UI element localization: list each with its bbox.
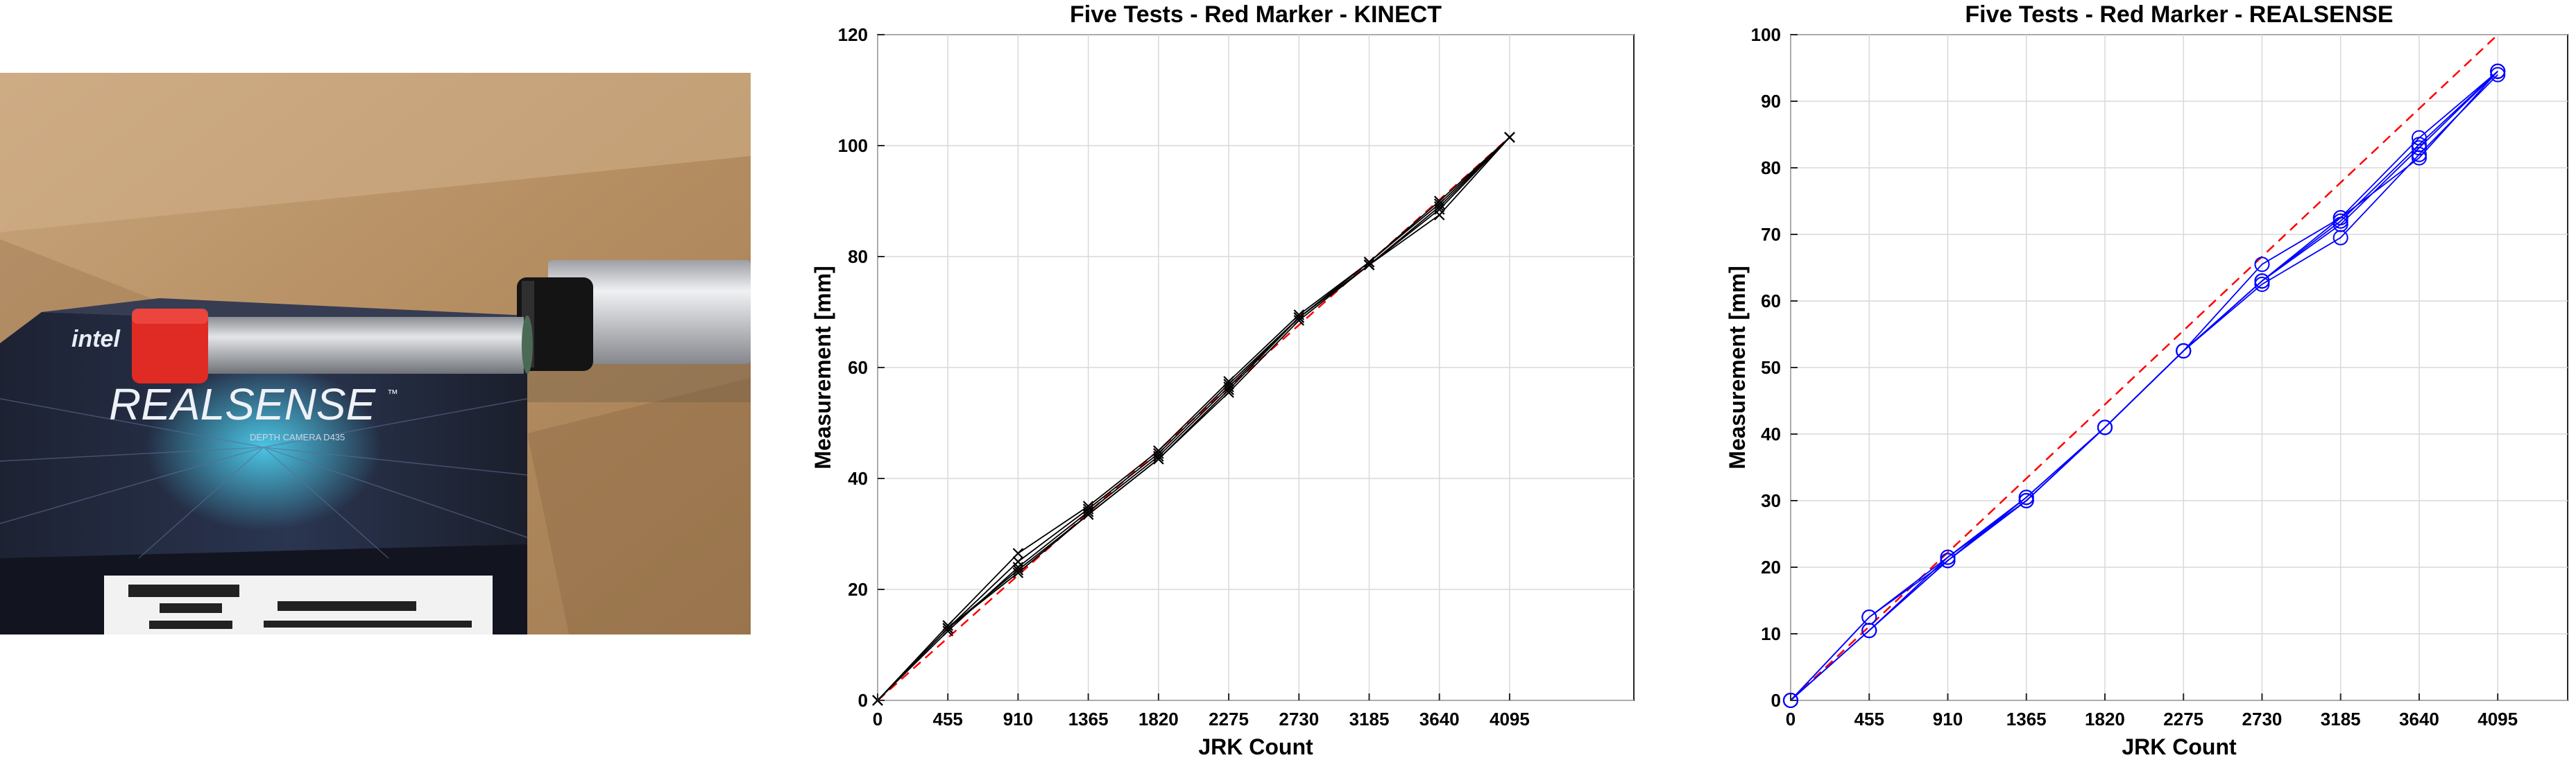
data-point — [2254, 257, 2270, 273]
y-axis-label: Measurement [mm] — [1725, 266, 1750, 469]
x-tick-label: 1820 — [2085, 709, 2125, 729]
data-point — [942, 623, 953, 634]
data-point — [2097, 420, 2113, 435]
data-point — [1504, 132, 1515, 143]
product-name: REALSENSE — [109, 379, 376, 429]
x-tick-label: 2730 — [2242, 709, 2283, 729]
x-tick-label: 4095 — [1490, 709, 1530, 729]
y-tick-label: 0 — [858, 690, 868, 711]
x-tick-label: 4095 — [2477, 709, 2518, 729]
x-tick-label: 2730 — [1279, 709, 1319, 729]
x-tick-label: 910 — [1933, 709, 1963, 729]
series-layer — [1783, 63, 2506, 708]
y-tick-label: 80 — [1761, 157, 1781, 178]
y-tick-label: 60 — [1761, 291, 1781, 311]
data-point — [1433, 209, 1445, 221]
x-tick-label: 3185 — [2321, 709, 2361, 729]
trademark-symbol: ™ — [387, 388, 398, 400]
data-point — [1012, 564, 1024, 576]
product-subtitle: DEPTH CAMERA D435 — [250, 432, 345, 442]
ticks: 0 455 910 1365 1820 2275 2730 3185 3640 4095 0 20 40… — [838, 24, 1530, 729]
data-point — [1940, 553, 1956, 569]
data-point — [1153, 454, 1164, 465]
data-point — [1012, 548, 1024, 559]
x-tick-label: 3185 — [1349, 709, 1390, 729]
y-tick-label: 30 — [1761, 490, 1781, 511]
grid — [1790, 34, 2568, 701]
data-point — [1433, 201, 1445, 212]
x-tick-label: 0 — [873, 709, 882, 729]
data-point — [1223, 384, 1234, 395]
data-point — [2254, 277, 2270, 292]
series-line — [1790, 71, 2498, 701]
x-axis-label: JRK Count — [2122, 734, 2237, 759]
x-tick-label: 455 — [933, 709, 963, 729]
data-point — [1940, 549, 1956, 565]
x-tick-label: 1820 — [1138, 709, 1179, 729]
data-point — [2018, 490, 2034, 506]
kinect-chart: 0 455 910 1365 1820 2275 2730 3185 3640 4095 0 20 40… — [810, 1, 1635, 759]
camera-photo: intel REALSENSE ™ DEPTH CAMERA D435 — [0, 73, 751, 634]
data-point — [2254, 273, 2270, 289]
x-tick-label: 2275 — [1209, 709, 1249, 729]
series-line — [877, 137, 1510, 701]
data-point — [1012, 567, 1024, 578]
data-point — [2176, 343, 2192, 359]
y-tick-label: 70 — [1761, 224, 1781, 245]
x-axis-label: JRK Count — [1198, 734, 1313, 759]
series-line — [877, 137, 1510, 701]
data-point — [2490, 67, 2506, 83]
data-point — [1861, 623, 1877, 639]
series-5 — [872, 132, 1515, 706]
y-tick-label: 40 — [1761, 424, 1781, 444]
data-point — [1293, 312, 1305, 323]
x-tick-label: 1365 — [1068, 709, 1109, 729]
x-tick-label: 0 — [1786, 709, 1795, 729]
y-tick-label: 100 — [1751, 24, 1781, 45]
x-tick-label: 3640 — [2399, 709, 2439, 729]
x-tick-label: 910 — [1003, 709, 1033, 729]
x-tick-label: 455 — [1854, 709, 1884, 729]
y-tick-label: 60 — [848, 357, 868, 378]
x-tick-label: 2275 — [2163, 709, 2203, 729]
y-tick-label: 0 — [1771, 690, 1781, 711]
data-point — [1082, 509, 1094, 520]
y-tick-label: 50 — [1761, 357, 1781, 378]
series-line — [877, 137, 1510, 701]
data-point — [2490, 63, 2506, 79]
data-point — [2332, 213, 2348, 229]
data-point — [1293, 315, 1305, 326]
data-point — [1223, 387, 1234, 398]
data-point — [1082, 506, 1094, 517]
chart-title: Five Tests - Red Marker - KINECT — [1070, 1, 1442, 28]
y-tick-label: 90 — [1761, 91, 1781, 112]
y-tick-label: 120 — [838, 24, 868, 45]
intel-logo: intel — [71, 326, 121, 352]
x-tick-label: 3640 — [1419, 709, 1460, 729]
data-point — [2411, 146, 2427, 162]
y-tick-label: 20 — [1761, 557, 1781, 578]
data-point — [2332, 230, 2348, 245]
data-point — [1363, 259, 1375, 270]
y-axis-label: Measurement [mm] — [810, 266, 835, 469]
y-tick-label: 80 — [848, 246, 868, 267]
series-line — [877, 137, 1510, 701]
y-tick-label: 100 — [838, 135, 868, 156]
data-point — [942, 625, 953, 637]
data-point — [2018, 493, 2034, 508]
y-tick-label: 40 — [848, 468, 868, 489]
y-tick-label: 10 — [1761, 623, 1781, 644]
chart-title: Five Tests - Red Marker - REALSENSE — [1965, 1, 2393, 28]
ticks: 0 455 910 1365 1820 2275 2730 3185 3640 4095 0 10 20… — [1751, 24, 2518, 729]
x-tick-label: 1365 — [2006, 709, 2047, 729]
y-tick-label: 20 — [848, 579, 868, 600]
data-point — [2332, 210, 2348, 225]
series-layer — [872, 132, 1515, 706]
data-point — [1363, 257, 1375, 268]
data-point — [2411, 150, 2427, 166]
realsense-chart: 0 455 910 1365 1820 2275 2730 3185 3640 4095 0 10 20… — [1725, 1, 2568, 759]
data-point — [1153, 451, 1164, 462]
